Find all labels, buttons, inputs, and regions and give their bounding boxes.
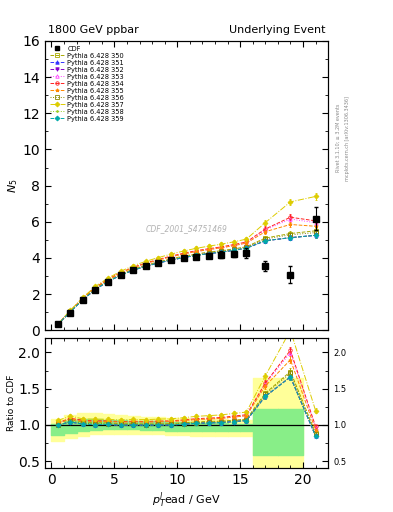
Text: Underlying Event: Underlying Event <box>229 25 325 35</box>
X-axis label: $p_{T}^{l}$ead / GeV: $p_{T}^{l}$ead / GeV <box>152 490 221 510</box>
Text: mcplots.cern.ch [arXiv:1306.3436]: mcplots.cern.ch [arXiv:1306.3436] <box>345 96 350 181</box>
Text: Rivet 3.1.10; ≥ 3.2M events: Rivet 3.1.10; ≥ 3.2M events <box>336 104 341 173</box>
Text: 1800 GeV ppbar: 1800 GeV ppbar <box>48 25 139 35</box>
Legend: CDF, Pythia 6.428 350, Pythia 6.428 351, Pythia 6.428 352, Pythia 6.428 353, Pyt: CDF, Pythia 6.428 350, Pythia 6.428 351,… <box>48 45 125 123</box>
Y-axis label: Ratio to CDF: Ratio to CDF <box>7 375 16 432</box>
Text: CDF_2001_S4751469: CDF_2001_S4751469 <box>146 224 228 233</box>
Y-axis label: $N_5$: $N_5$ <box>6 178 20 193</box>
